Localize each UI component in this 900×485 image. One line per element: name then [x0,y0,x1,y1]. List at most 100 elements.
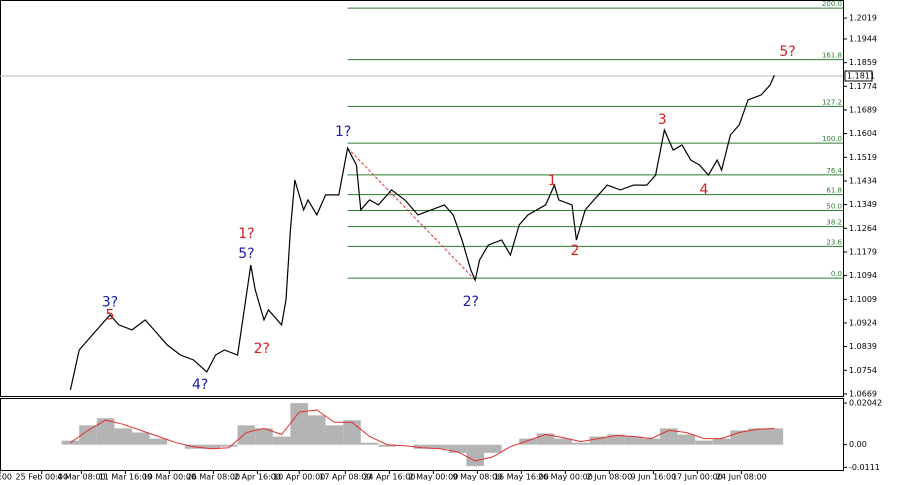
histogram-bar [79,425,97,445]
y-tick-label: 1.1774 [849,82,877,91]
histogram-bar [624,436,643,445]
histogram-bar [466,444,484,467]
y-tick-label: 0.02042 [849,399,882,408]
wave-label: 4? [192,377,208,393]
histogram-bar [131,432,150,445]
trend-line [347,147,476,281]
wave-label: 1? [238,226,254,242]
fib-label: 127.2 [822,98,842,106]
histogram-bar [307,415,326,445]
y-tick-label: 1.1604 [849,129,877,138]
wave-label: 2? [463,294,479,310]
histogram-bar [554,438,572,445]
y-tick-label: 1.0924 [849,318,877,327]
histogram-bar [149,438,168,445]
histogram-bar [96,418,115,445]
fib-label: 0.0 [831,270,842,278]
x-tick-label: 9 Jun 16:00 [631,473,677,482]
fib-label: 100.0 [822,135,842,143]
wave-label: 2? [254,341,270,357]
histogram-bar [765,428,784,445]
price-panel [0,0,844,397]
histogram-bar [237,425,256,445]
y-tick-label: 1.1009 [849,295,877,304]
wave-label: 4 [700,182,709,198]
y-tick-label: 1.1094 [849,271,877,280]
last-price-box [844,70,873,82]
histogram-bar [343,420,361,445]
y-tick-label: 1.1264 [849,224,877,233]
x-tick-label: 17 Apr 08:00 [319,473,371,482]
x-tick-label: 2 Jun 08:00 [587,473,633,482]
histogram-bar [747,428,766,445]
y-tick-label: 1.1859 [849,58,877,67]
y-tick-label: 0.00 [849,440,867,449]
fib-label: 38.2 [826,219,842,227]
x-tick-label: 19 Mar 00:00 [143,473,196,482]
x-tick-label: 11 Mar 16:00 [99,473,152,482]
histogram-bar [642,438,660,445]
histogram-bar [695,440,713,445]
y-tick-label: 1.1434 [849,176,877,185]
fib-label: 161.8 [822,52,842,60]
fib-label: 200.0 [822,0,842,8]
x-tick-label: 2 May 00:00 [408,473,458,482]
histogram-bar [272,436,291,445]
y-tick-label: 1.0839 [849,342,877,351]
histogram-bar [589,436,608,445]
histogram-bar [360,442,379,445]
y-tick-label: 1.0754 [849,366,877,375]
y-tick-label: 1.1689 [849,105,877,114]
x-tick-label: 2 Apr 16:00 [234,473,281,482]
x-tick-label: 24 Jun 08:00 [716,473,767,482]
y-tick-label: 1.0669 [849,389,877,398]
fib-label: 50.0 [826,202,842,210]
y-tick-label: 1.1944 [849,34,877,43]
x-tick-label: 26 May 00:00 [538,473,593,482]
histogram-bar [431,444,449,449]
x-tick-label: 17 Jun 00:00 [672,473,723,482]
fib-label: 61.8 [826,187,842,195]
x-tick-label: 9 May 08:00 [452,473,502,482]
wave-label: 5 [106,308,115,324]
histogram-bar [607,434,625,445]
histogram-bar [325,425,344,445]
y-tick-label: 1.1179 [849,247,877,256]
x-tick-label: 16:00 [0,473,12,482]
y-tick-label: 1.2019 [849,14,877,23]
histogram-bar [712,438,731,445]
x-tick-label: 26 Mar 08:00 [187,473,240,482]
histogram-bar [378,444,396,447]
histogram-bar [483,444,502,453]
histogram-bar [677,434,696,445]
wave-label: 1 [548,173,557,189]
histogram-bar [255,428,273,445]
histogram-bar [448,444,467,453]
histogram-bar [519,438,537,445]
histogram-bar [114,428,132,445]
histogram-bar [219,444,238,447]
histogram-bar [536,433,555,445]
price-line [69,74,775,391]
y-tick-label: 1.1519 [849,153,877,162]
signal-line [70,409,775,462]
histogram-bar [290,403,308,445]
wave-label: 1? [335,124,351,140]
wave-label: 2 [571,243,580,259]
fib-label: 76.4 [826,167,842,175]
x-tick-label: 10 Apr 00:00 [273,473,325,482]
x-tick-label: 24 Apr 16:00 [363,473,415,482]
histogram-bar [202,444,220,449]
fib-label: 23.6 [826,238,842,246]
y-tick-label: -0.0111 [849,463,880,472]
wave-label: 3 [658,112,667,128]
wave-label: 5? [779,44,795,60]
x-tick-label: 25 Feb 00:00 [16,473,68,482]
wave-label: 5? [238,246,254,262]
x-tick-label: 16 May 16:00 [494,473,549,482]
y-tick-label: 1.1349 [849,200,877,209]
histogram-bar [571,442,590,445]
